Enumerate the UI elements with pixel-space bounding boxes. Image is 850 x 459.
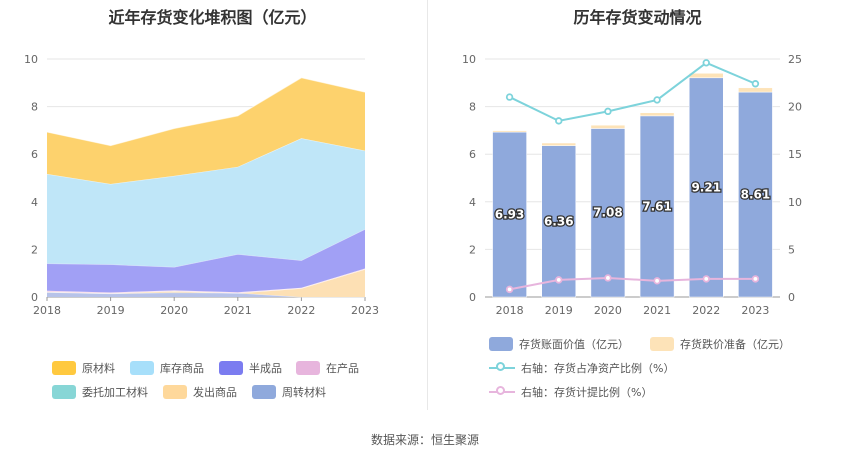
- point-inventory-net-asset-ratio: [702, 59, 710, 67]
- left-x-tick-label: 2020: [160, 304, 188, 317]
- bar-book-value: [492, 131, 527, 298]
- bar-impairment: [541, 142, 576, 146]
- left-y-tick-label: 4: [31, 196, 38, 209]
- right-y-tick-label: 4: [469, 196, 476, 209]
- area-发出商品: [47, 269, 365, 297]
- left-chart-title: 近年存货变化堆积图（亿元）: [108, 8, 317, 27]
- right-x-tick-label: 2019: [545, 304, 573, 317]
- bar-book-value: [689, 77, 724, 298]
- right-y2-tick-label: 10: [788, 196, 802, 209]
- point-inventory-net-asset-ratio: [555, 117, 563, 125]
- left-x-tick-label: 2021: [224, 304, 252, 317]
- line-impairment-ratio: [509, 276, 756, 291]
- left-x-tick-label: 2018: [33, 304, 61, 317]
- right-y-tick-label: 8: [469, 101, 476, 114]
- right-x-tick-label: 2020: [594, 304, 622, 317]
- left-y-tick-label: 6: [31, 148, 38, 161]
- point-inventory-net-asset-ratio: [604, 107, 612, 116]
- data-source-note: 数据来源：恒生聚源: [370, 433, 479, 447]
- right-y-tick-label: 10: [462, 53, 476, 66]
- right-y-tick-label: 2: [469, 243, 476, 256]
- area-edge-原材料: [46, 77, 366, 147]
- left-y-tick-label: 8: [31, 101, 38, 114]
- point-impairment-ratio: [604, 274, 612, 282]
- bar-book-value: [541, 145, 576, 298]
- right-y2-tick-label: 15: [788, 148, 802, 161]
- panel-divider: [427, 0, 428, 410]
- right-x-tick-label: 2018: [496, 304, 524, 317]
- right-y2-tick-label: 0: [788, 291, 795, 304]
- right-chart-title: 历年存货变动情况: [573, 8, 702, 27]
- point-impairment-ratio: [751, 275, 760, 283]
- left-x-tick-label: 2023: [351, 304, 379, 317]
- bar-value-label: 7.08: [593, 206, 623, 220]
- bar-impairment: [639, 112, 675, 117]
- bar-value-label: 6.36: [544, 214, 574, 228]
- right-x-tick-label: 2021: [643, 304, 671, 317]
- point-inventory-net-asset-ratio: [653, 96, 661, 104]
- point-impairment-ratio: [505, 285, 514, 294]
- point-impairment-ratio: [555, 276, 563, 284]
- right-y2-tick-label: 5: [788, 243, 795, 256]
- left-y-tick-label: 2: [31, 243, 38, 256]
- area-原材料: [47, 77, 365, 184]
- left-y-tick-label: 10: [24, 53, 38, 66]
- right-y-tick-label: 0: [469, 291, 476, 304]
- right-y2-tick-label: 25: [788, 53, 802, 66]
- bar-book-value: [590, 128, 626, 298]
- right-x-tick-label: 2023: [741, 304, 769, 317]
- left-y-tick-label: 0: [31, 291, 38, 304]
- right-y-tick-label: 6: [469, 148, 476, 161]
- bar-impairment: [689, 73, 724, 79]
- left-x-tick-label: 2019: [97, 304, 125, 317]
- area-库存商品: [47, 138, 365, 268]
- bar-value-label: 6.93: [495, 208, 525, 222]
- point-impairment-ratio: [653, 277, 661, 285]
- line-inventory-net-asset-ratio: [509, 61, 756, 122]
- point-inventory-net-asset-ratio: [505, 93, 514, 101]
- bar-impairment: [492, 130, 527, 133]
- right-y2-tick-label: 20: [788, 101, 802, 114]
- left-x-tick-label: 2022: [287, 304, 315, 317]
- right-x-tick-label: 2022: [692, 304, 720, 317]
- bar-impairment: [738, 87, 773, 93]
- bar-value-label: 8.61: [741, 188, 771, 202]
- bar-impairment: [590, 124, 626, 129]
- point-inventory-net-asset-ratio: [751, 80, 760, 88]
- bar-book-value: [738, 91, 773, 298]
- bar-book-value: [639, 115, 675, 298]
- bar-value-label: 7.61: [642, 199, 672, 213]
- bar-value-label: 9.21: [691, 180, 721, 194]
- point-impairment-ratio: [702, 275, 710, 283]
